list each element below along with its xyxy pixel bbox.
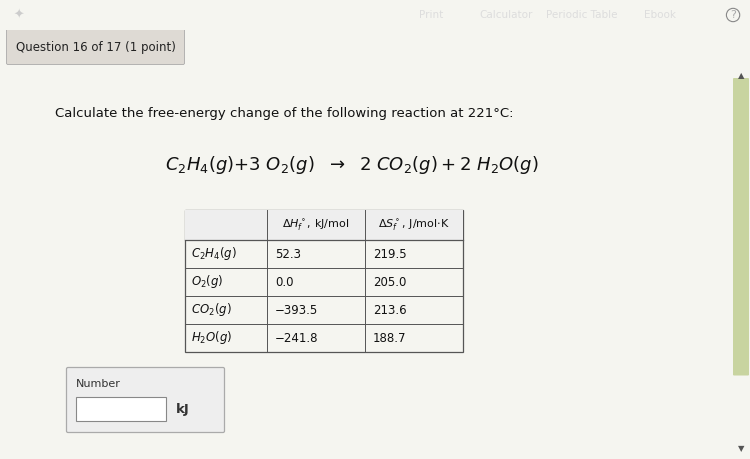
Text: $\it{C_2H_4(g)}$$\it{+3\ O_2(g)}$  $\rightarrow$  $\it{2\ CO_2(g)+2\ H_2O(g)}$: $\it{C_2H_4(g)}$$\it{+3\ O_2(g)}$ $\righ… [164,154,538,176]
FancyBboxPatch shape [67,368,224,432]
Text: $\Delta\it{H}^\circ_f$, kJ/mol: $\Delta\it{H}^\circ_f$, kJ/mol [283,218,350,233]
Text: $\it{H_2O(g)}$: $\it{H_2O(g)}$ [191,330,232,347]
FancyBboxPatch shape [7,28,184,65]
Bar [76,397,166,421]
Text: −393.5: −393.5 [275,303,318,317]
Text: 52.3: 52.3 [275,247,301,261]
Text: Number: Number [76,379,121,389]
Text: $\Delta\it{S}^\circ_f$, J/mol$\cdot$K: $\Delta\it{S}^\circ_f$, J/mol$\cdot$K [378,218,450,233]
Text: Calculator: Calculator [479,10,533,20]
Text: 219.5: 219.5 [373,247,406,261]
Text: Ebook: Ebook [644,10,676,20]
Text: $\it{CO_2(g)}$: $\it{CO_2(g)}$ [191,302,232,319]
Bar [185,210,463,352]
Text: ▲: ▲ [738,71,744,80]
Text: 205.0: 205.0 [373,275,406,289]
Text: ?: ? [730,10,736,20]
Text: kJ: kJ [176,403,190,415]
Text: Calculate the free-energy change of the following reaction at 221°C:: Calculate the free-energy change of the … [55,107,514,120]
Text: ✦: ✦ [14,9,25,22]
Text: Print: Print [419,10,443,20]
Text: Question 16 of 17 (1 point): Question 16 of 17 (1 point) [16,40,176,54]
Text: $\it{O_2(g)}$: $\it{O_2(g)}$ [191,274,224,291]
Text: 0.0: 0.0 [275,275,293,289]
Text: ▼: ▼ [738,444,744,453]
Text: 213.6: 213.6 [373,303,406,317]
Text: Periodic Table: Periodic Table [545,10,617,20]
Text: −241.8: −241.8 [275,331,319,345]
Text: $\it{C_2H_4(g)}$: $\it{C_2H_4(g)}$ [191,246,237,263]
Bar [185,210,463,240]
FancyBboxPatch shape [733,78,749,375]
Text: 188.7: 188.7 [373,331,406,345]
